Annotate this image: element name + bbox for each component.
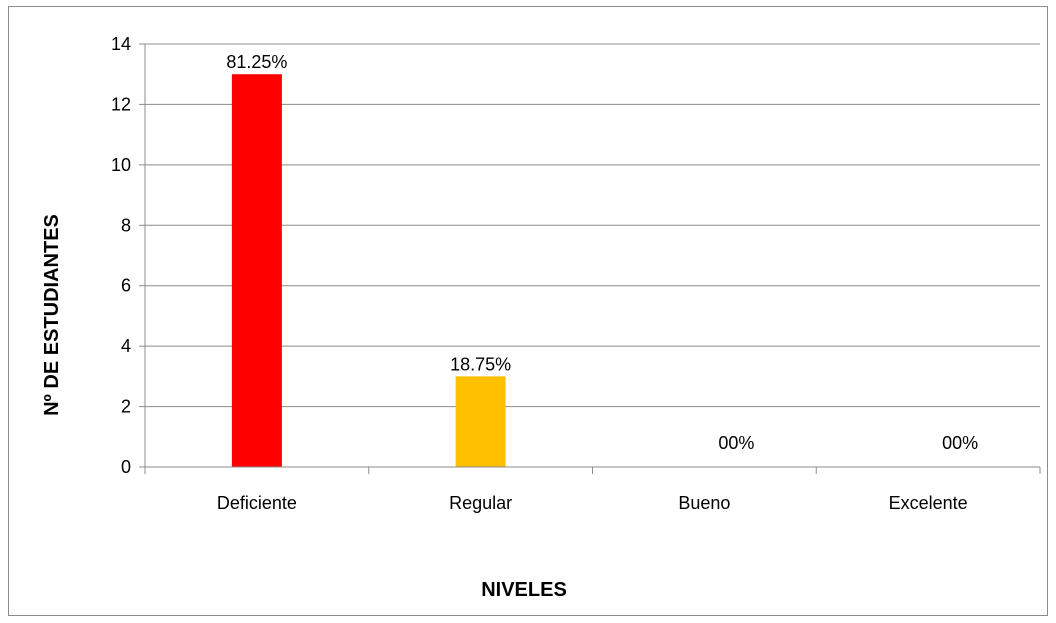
data-label-bueno: 00% [718,433,754,453]
bars [231,74,506,467]
y-tick-label: 6 [121,276,131,296]
y-tick-label: 0 [121,457,131,477]
chart-frame [8,6,1048,616]
y-tick-label: 14 [111,34,131,54]
data-label-deficiente: 81.25% [226,52,287,72]
data-label-regular: 18.75% [450,354,511,374]
x-axis-ticks: Deficiente Regular Bueno Excelente [217,493,968,513]
y-tick-label: 4 [121,336,131,356]
x-tick-label-deficiente: Deficiente [217,493,297,513]
data-labels: 81.25% 18.75% 00% 00% [226,52,978,453]
x-tick-label-regular: Regular [449,493,512,513]
gridlines [145,43,1040,408]
bar-regular [455,376,506,467]
y-tick-label: 2 [121,397,131,417]
x-tick-label-bueno: Bueno [678,493,730,513]
x-tick-label-excelente: Excelente [889,493,968,513]
x-axis [144,466,1041,474]
y-axis-ticks: 0 2 4 6 8 10 12 14 [111,34,146,477]
y-tick-label: 10 [111,155,131,175]
data-label-excelente: 00% [942,433,978,453]
y-axis-title: Nº DE ESTUDIANTES [41,214,63,416]
bar-deficiente [231,74,282,467]
x-axis-title: NIVELES [481,579,567,601]
y-tick-label: 8 [121,215,131,235]
y-tick-label: 12 [111,94,131,114]
